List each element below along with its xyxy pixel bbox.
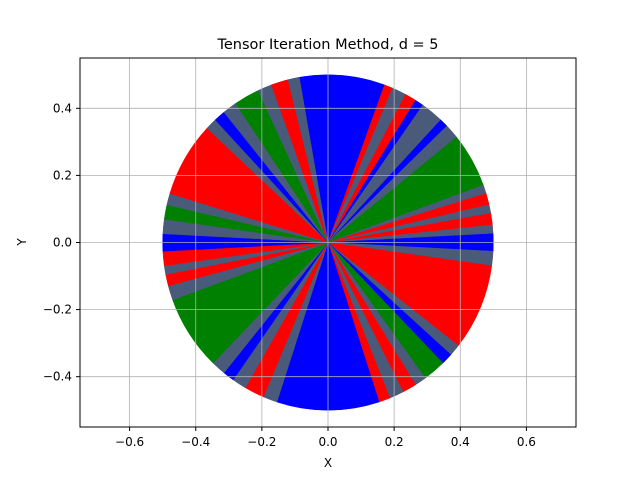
y-ticks: −0.4 −0.2 0.0 0.2 0.4 (43, 101, 80, 384)
y-tick-label-4: 0.4 (53, 101, 72, 115)
y-tick-label-1: −0.2 (43, 303, 72, 317)
x-ticks: −0.6 −0.4 −0.2 0.0 0.2 0.4 0.6 (115, 427, 536, 449)
grid-lines (80, 58, 576, 427)
x-tick-label-3: 0.0 (318, 435, 337, 449)
sector-16 (327, 242, 493, 347)
y-axis-label: Y (15, 238, 29, 247)
x-tick-label-4: 0.2 (385, 435, 404, 449)
sector-46 (287, 77, 329, 243)
x-tick-label-1: −0.4 (181, 435, 210, 449)
x-tick-label-5: 0.4 (451, 435, 470, 449)
x-tick-label-6: 0.6 (517, 435, 536, 449)
y-tick-label-2: 0.0 (53, 236, 72, 250)
x-axis-label: X (324, 456, 332, 470)
y-tick-label-3: 0.2 (53, 168, 72, 182)
x-tick-label-0: −0.6 (115, 435, 144, 449)
chart-title: Tensor Iteration Method, d = 5 (216, 37, 438, 53)
x-tick-label-2: −0.2 (247, 435, 276, 449)
y-tick-label-0: −0.4 (43, 370, 72, 384)
sectors (162, 74, 494, 411)
